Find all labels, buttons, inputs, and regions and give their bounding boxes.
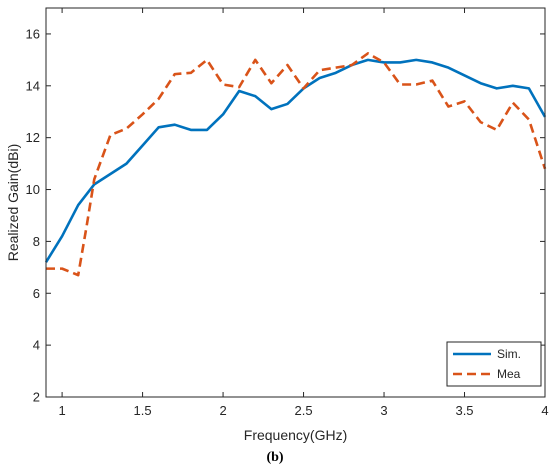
y-tick-label: 8: [33, 234, 40, 249]
x-tick-label: 3.5: [455, 403, 473, 418]
axes-layer: 1 1.5 2 2.5 3 3.5 4 2 4 6 8 10 12 14 16: [26, 7, 549, 418]
y-tick-label: 2: [33, 390, 40, 405]
x-tick-label: 1: [58, 403, 65, 418]
chart: 1 1.5 2 2.5 3 3.5 4 2 4 6 8 10 12 14 16 Frequency(GHz)…: [5, 7, 549, 443]
y-tick-label: 6: [33, 286, 40, 301]
legend: Sim. Mea: [446, 341, 542, 387]
x-axis-title: Frequency(GHz): [244, 427, 347, 443]
x-tick-label: 3: [380, 403, 387, 418]
legend-box: [446, 341, 542, 387]
x-tick-label: 4: [541, 403, 548, 418]
axes-box: [45, 7, 546, 398]
y-tick-label: 14: [26, 78, 40, 93]
y-tick-label: 16: [26, 26, 40, 41]
x-tick-label: 2: [219, 403, 226, 418]
x-tick-label: 1.5: [134, 403, 152, 418]
y-axis-title: Realized Gain(dBi): [5, 144, 21, 262]
y-tick-label: 12: [26, 130, 40, 145]
legend-label-sim: Sim.: [497, 347, 521, 361]
series-layer: [44, 52, 547, 277]
plot-area: [46, 8, 545, 397]
legend-label-mea: Mea: [497, 367, 521, 381]
x-tick-label: 2.5: [295, 403, 313, 418]
plot-background: [46, 8, 545, 397]
y-tick-label: 10: [26, 182, 40, 197]
figure-caption: (b): [266, 450, 284, 465]
series-line-sim: [44, 58, 547, 263]
y-tick-label: 4: [33, 338, 40, 353]
series-line-mea: [46, 52, 547, 277]
